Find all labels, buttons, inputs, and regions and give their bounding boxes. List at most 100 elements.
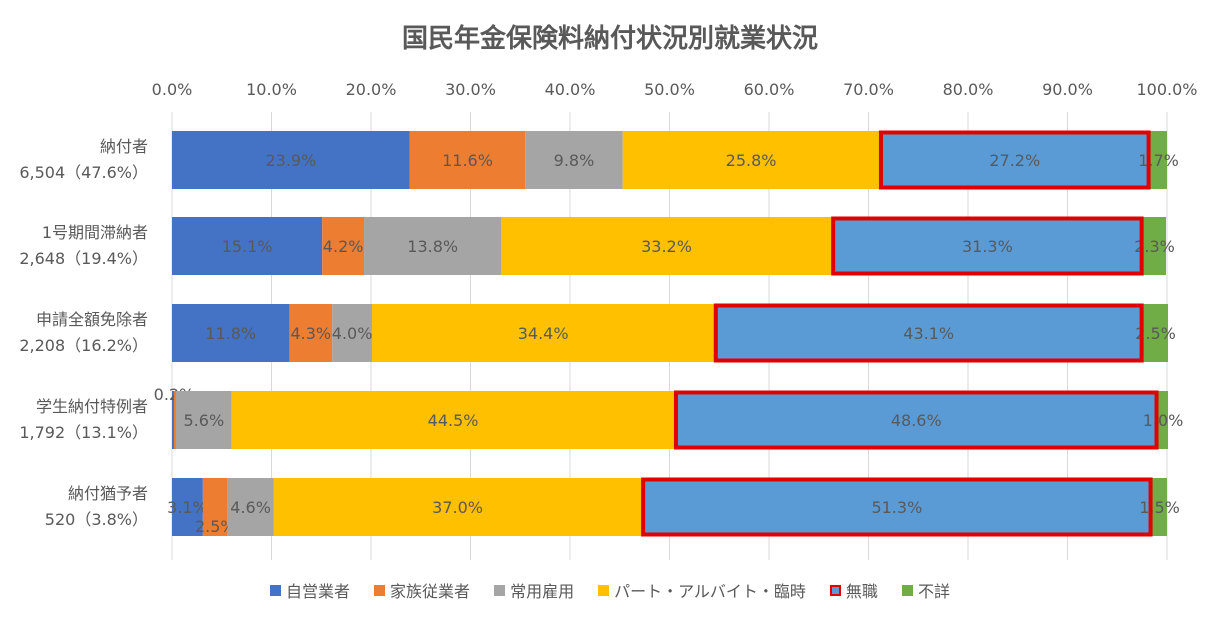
- category-label: 6,504（47.6%）: [19, 163, 148, 182]
- legend-label: パート・アルバイト・臨時: [614, 582, 806, 601]
- data-label: 5.6%: [184, 411, 225, 430]
- bar-segment: [879, 131, 1151, 189]
- x-tick-label: 100.0%: [1136, 80, 1197, 99]
- legend-swatch: [901, 584, 913, 596]
- legend-swatch: [598, 584, 610, 596]
- bar-segment: [1150, 131, 1167, 189]
- data-label: 4.0%: [332, 324, 373, 343]
- data-label: 34.4%: [518, 324, 569, 343]
- category-label: 納付者: [100, 137, 148, 156]
- bar-segment: [1143, 304, 1168, 362]
- bar-segment: [1152, 478, 1167, 536]
- bar-segment: [202, 478, 228, 536]
- legend-label: 家族従業者: [390, 582, 471, 601]
- legend-swatch: [494, 584, 506, 596]
- bar-segment: [525, 131, 623, 189]
- data-label: 4.2%: [323, 237, 364, 256]
- legend-item: 無職: [829, 578, 878, 602]
- highlight-outline: [641, 477, 1153, 537]
- data-label: 37.0%: [432, 498, 483, 517]
- data-label: 11.6%: [442, 151, 493, 170]
- bar-segment: [1143, 217, 1167, 275]
- data-label: 2.5%: [195, 517, 236, 536]
- highlight-outline: [831, 216, 1144, 276]
- data-label: 3.1%: [167, 498, 208, 517]
- data-label: 27.2%: [989, 151, 1040, 170]
- data-label: 33.2%: [641, 237, 692, 256]
- data-label: 48.6%: [891, 411, 942, 430]
- data-label: 15.1%: [222, 237, 273, 256]
- bar-segment: [622, 131, 880, 189]
- data-label: 9.8%: [554, 151, 595, 170]
- category-label: 1,792（13.1%）: [19, 423, 148, 442]
- data-label: 13.8%: [407, 237, 458, 256]
- x-tick-label: 50.0%: [644, 80, 695, 99]
- legend-swatch: [270, 584, 282, 596]
- x-tick-label: 90.0%: [1042, 80, 1093, 99]
- legend-item: 自営業者: [270, 578, 350, 602]
- bar-segment: [289, 304, 333, 362]
- bar-segment: [227, 478, 274, 536]
- category-label: 1号期間滞納者: [42, 223, 148, 242]
- bar-segment: [332, 304, 372, 362]
- bar-segment: [172, 131, 410, 189]
- x-tick-label: 70.0%: [843, 80, 894, 99]
- data-label: 2.5%: [1135, 324, 1176, 343]
- bar-segment: [231, 391, 675, 449]
- legend-swatch: [829, 584, 841, 596]
- category-label: 2,208（16.2%）: [19, 336, 148, 355]
- data-label: 31.3%: [962, 237, 1013, 256]
- highlight-outline: [713, 303, 1144, 363]
- bar-segment: [1158, 391, 1168, 449]
- bar-segment: [409, 131, 526, 189]
- x-tick-label: 30.0%: [445, 80, 496, 99]
- category-label: 2,648（19.4%）: [19, 249, 148, 268]
- legend-item: 常用雇用: [494, 578, 574, 602]
- bar-segment: [641, 478, 1153, 536]
- legend-swatch: [374, 584, 386, 596]
- legend-label: 不詳: [917, 582, 950, 601]
- bar-segment: [172, 304, 290, 362]
- bar-segment: [175, 391, 232, 449]
- x-tick-label: 20.0%: [346, 80, 397, 99]
- bar-segment: [674, 391, 1159, 449]
- bar-segment: [172, 217, 323, 275]
- x-tick-label: 80.0%: [943, 80, 994, 99]
- data-label: 51.3%: [871, 498, 922, 517]
- x-tick-label: 10.0%: [246, 80, 297, 99]
- bar-segment: [364, 217, 502, 275]
- bar-segment: [501, 217, 832, 275]
- highlight-outline: [878, 130, 1151, 190]
- data-label: 44.5%: [428, 411, 479, 430]
- category-label: 納付猶予者: [68, 484, 148, 503]
- bar-segment: [172, 478, 203, 536]
- bar-segment: [714, 304, 1144, 362]
- x-tick-label: 0.0%: [152, 80, 193, 99]
- data-label: 23.9%: [265, 151, 316, 170]
- data-label: 2.3%: [1134, 237, 1175, 256]
- bar-segment: [172, 391, 174, 449]
- legend: 自営業者 家族従業者 常用雇用 パート・アルバイト・臨時 無職 不詳: [0, 578, 1220, 602]
- category-label: 申請全額免除者: [36, 310, 148, 329]
- data-label: 11.8%: [205, 324, 256, 343]
- data-label: 43.1%: [903, 324, 954, 343]
- data-label: 1.5%: [1139, 498, 1180, 517]
- bar-segment: [273, 478, 642, 536]
- x-tick-label: 60.0%: [744, 80, 795, 99]
- data-label: 4.3%: [290, 324, 331, 343]
- data-label: 1.0%: [1143, 411, 1184, 430]
- legend-item: 家族従業者: [374, 578, 470, 602]
- bar-segment: [322, 217, 365, 275]
- category-label: 520（3.8%）: [45, 510, 148, 529]
- highlight-outline: [673, 390, 1159, 450]
- legend-label: 無職: [845, 582, 878, 601]
- x-tick-label: 40.0%: [545, 80, 596, 99]
- chart-title: 国民年金保険料納付状況別就業状況: [401, 24, 818, 54]
- bar-segment: [831, 217, 1144, 275]
- bar-segment: [173, 391, 176, 449]
- bar-segment: [371, 304, 715, 362]
- category-label: 学生納付特例者: [36, 397, 148, 416]
- data-label: 1.7%: [1138, 151, 1179, 170]
- data-label: 25.8%: [726, 151, 777, 170]
